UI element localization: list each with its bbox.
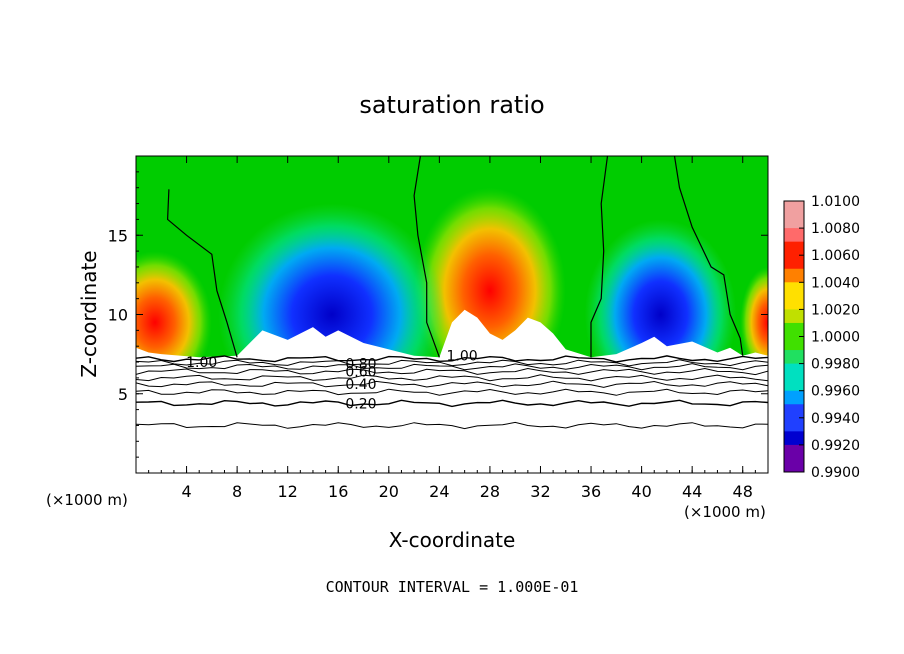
colorbar-bin bbox=[784, 417, 804, 432]
colorbar-label: 1.0020 bbox=[811, 302, 860, 318]
x-tick-label: 40 bbox=[631, 482, 651, 501]
x-tick-label: 12 bbox=[278, 482, 298, 501]
contour-label: 0.20 bbox=[345, 396, 376, 412]
colorbar-bin bbox=[784, 377, 804, 392]
x-unit-right: (×1000 m) bbox=[684, 503, 766, 521]
colorbar-bin bbox=[784, 282, 804, 297]
x-tick-label: 28 bbox=[480, 482, 500, 501]
colorbar-bin bbox=[784, 228, 804, 243]
colorbar-bin bbox=[784, 444, 804, 459]
contour-level-3 bbox=[136, 388, 768, 396]
contour-interval-note: CONTOUR INTERVAL = 1.000E-01 bbox=[326, 578, 579, 596]
saturation-field bbox=[136, 156, 768, 473]
colorbar-bin bbox=[784, 336, 804, 351]
colorbar-label: 0.9940 bbox=[811, 411, 860, 427]
colorbar-bin bbox=[784, 363, 804, 378]
x-tick-label: 4 bbox=[181, 482, 191, 501]
colorbar-label: 0.9980 bbox=[811, 357, 860, 373]
x-tick-label: 48 bbox=[733, 482, 753, 501]
moist-region-right bbox=[740, 266, 768, 378]
x-axis-ticks: 4 8 12 16 20 24 28 32 36 40 44 48 bbox=[148, 156, 756, 501]
x-tick-label: 24 bbox=[429, 482, 449, 501]
contour-label: 1.00 bbox=[186, 355, 217, 371]
x-tick-label: 20 bbox=[379, 482, 399, 501]
colorbar-bin bbox=[784, 268, 804, 283]
colorbar-label: 1.0000 bbox=[811, 330, 860, 346]
contour-level-8 bbox=[136, 359, 768, 367]
contour-level-5 bbox=[136, 374, 768, 382]
colorbar-label: 0.9960 bbox=[811, 384, 860, 400]
x-tick-label: 16 bbox=[328, 482, 348, 501]
colorbar-label: 1.0040 bbox=[811, 275, 860, 291]
subsaturated-region bbox=[136, 309, 768, 473]
x-unit-left: (×1000 m) bbox=[46, 491, 128, 509]
contour-label: 0.60 bbox=[345, 365, 376, 381]
contour-label: 0.40 bbox=[345, 377, 376, 393]
y-axis-ticks: 5 10 15 bbox=[108, 171, 768, 458]
contour-label: 1.00 bbox=[447, 349, 478, 365]
colorbar-bin bbox=[784, 404, 804, 419]
chart-title: saturation ratio bbox=[359, 91, 544, 119]
colorbar-bin bbox=[784, 201, 804, 216]
y-tick-label: 5 bbox=[118, 385, 128, 404]
contour-level-6 bbox=[136, 367, 768, 376]
y-tick-label: 10 bbox=[108, 306, 128, 325]
contour-lines bbox=[136, 156, 768, 430]
contour-level-4 bbox=[136, 380, 768, 388]
contour-labels: 1.00 1.00 0.800.600.40 0.20 bbox=[186, 349, 478, 413]
colorbar-label: 1.0060 bbox=[811, 248, 860, 264]
saturation-contour-4 bbox=[673, 156, 744, 356]
contour-level-9 bbox=[136, 355, 768, 363]
colorbar-label: 1.0080 bbox=[811, 221, 860, 237]
colorbar-label: 0.9920 bbox=[811, 438, 860, 454]
colorbar-bin bbox=[784, 431, 804, 446]
colorbar-bin bbox=[784, 309, 804, 324]
saturation-contour-3 bbox=[590, 156, 609, 358]
saturation-contour-1 bbox=[166, 189, 238, 358]
contour-label: 0.80 bbox=[345, 357, 376, 373]
colorbar-bin bbox=[784, 458, 804, 473]
x-tick-label: 44 bbox=[682, 482, 702, 501]
contour-level-2 bbox=[136, 399, 768, 408]
x-axis-label: X-coordinate bbox=[389, 528, 516, 552]
contour-level-1 bbox=[136, 421, 768, 430]
colorbar-bin bbox=[784, 214, 804, 229]
colorbar-bin bbox=[784, 322, 804, 337]
y-tick-label: 15 bbox=[108, 226, 128, 245]
colorbar-bin bbox=[784, 295, 804, 310]
colorbar: 1.0100 1.0080 1.0060 1.0040 1.0020 1.0000 0.99… bbox=[783, 194, 860, 481]
colorbar-bin bbox=[784, 241, 804, 256]
x-tick-label: 36 bbox=[581, 482, 601, 501]
saturation-contour-2 bbox=[413, 156, 440, 358]
colorbar-bin bbox=[784, 255, 804, 270]
colorbar-bin bbox=[784, 390, 804, 405]
colorbar-label: 1.0100 bbox=[811, 194, 860, 210]
colorbar-label: 0.9900 bbox=[811, 465, 860, 481]
x-tick-label: 8 bbox=[232, 482, 242, 501]
y-axis-label: Z-coordinate bbox=[77, 250, 101, 377]
x-tick-label: 32 bbox=[530, 482, 550, 501]
colorbar-bin bbox=[784, 350, 804, 365]
